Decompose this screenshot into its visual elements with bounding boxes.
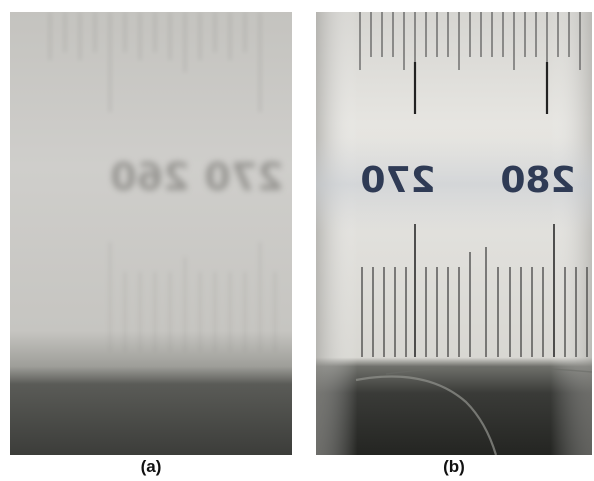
ruler-number-right: 280 xyxy=(500,160,575,201)
blurred-ruler-image: 260 270 xyxy=(10,12,292,455)
caption-b: (b) xyxy=(443,457,465,476)
blurred-number-left: 260 xyxy=(110,155,189,199)
caption-a: (a) xyxy=(140,457,162,476)
photo-panel-a: 260 270 xyxy=(10,12,292,455)
blurred-number-right: 270 xyxy=(204,155,283,199)
ruler-number-left: 270 xyxy=(360,160,435,201)
photo-panel-b: 270 280 xyxy=(316,12,592,455)
focused-ruler-image: 270 280 xyxy=(316,12,592,455)
